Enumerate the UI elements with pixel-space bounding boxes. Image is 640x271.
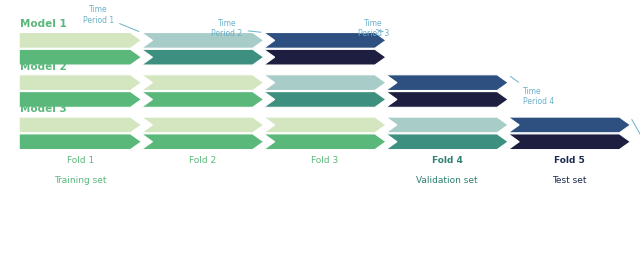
Text: Training set: Training set	[54, 176, 107, 185]
Text: Time
Period 4: Time Period 4	[511, 76, 554, 106]
Polygon shape	[386, 134, 508, 150]
Polygon shape	[386, 92, 508, 107]
Polygon shape	[19, 75, 141, 91]
Polygon shape	[264, 92, 386, 107]
Text: Fold 2: Fold 2	[189, 156, 216, 165]
Polygon shape	[19, 134, 141, 150]
Polygon shape	[386, 117, 508, 133]
Text: Time
Period 2: Time Period 2	[211, 19, 261, 38]
Text: Time
Period 3: Time Period 3	[358, 19, 389, 38]
Polygon shape	[264, 49, 386, 65]
Polygon shape	[19, 33, 141, 48]
Polygon shape	[264, 75, 386, 91]
Text: Model 3: Model 3	[20, 104, 67, 114]
Polygon shape	[141, 33, 264, 48]
Text: Model 1: Model 1	[20, 19, 67, 29]
Polygon shape	[141, 49, 264, 65]
Polygon shape	[19, 49, 141, 65]
Text: Fold 5: Fold 5	[554, 156, 585, 165]
Text: Test set: Test set	[552, 176, 586, 185]
Polygon shape	[19, 92, 141, 107]
Polygon shape	[19, 117, 141, 133]
Polygon shape	[141, 92, 264, 107]
Text: Time
Period 1: Time Period 1	[83, 5, 139, 31]
Polygon shape	[264, 33, 386, 48]
Text: Model 2: Model 2	[20, 62, 67, 72]
Text: Validation set: Validation set	[416, 176, 478, 185]
Polygon shape	[141, 134, 264, 150]
Polygon shape	[264, 134, 386, 150]
Polygon shape	[141, 75, 264, 91]
Polygon shape	[141, 117, 264, 133]
Polygon shape	[508, 117, 630, 133]
Text: Fold 4: Fold 4	[431, 156, 463, 165]
Text: Fold 1: Fold 1	[67, 156, 94, 165]
Polygon shape	[386, 75, 508, 91]
Polygon shape	[264, 117, 386, 133]
Text: Time
Period 5: Time Period 5	[632, 120, 640, 171]
Text: Fold 3: Fold 3	[311, 156, 339, 165]
Polygon shape	[508, 134, 630, 150]
